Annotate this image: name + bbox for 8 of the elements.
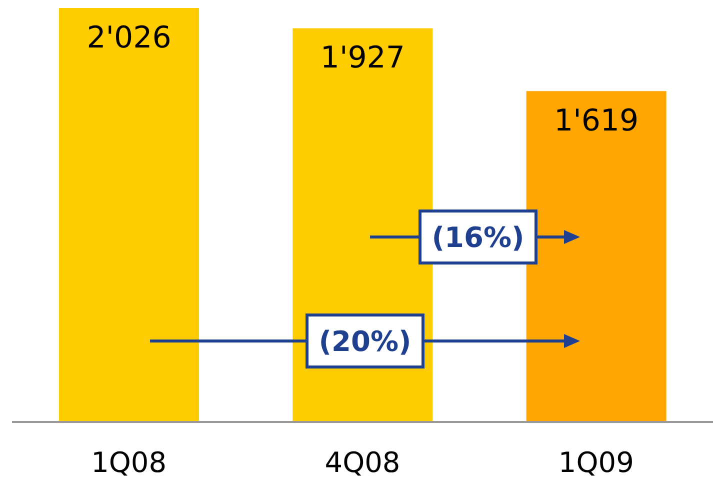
data-label: 2'026 xyxy=(86,20,172,56)
data-label: 1'927 xyxy=(320,40,405,76)
x-tick-label: 4Q08 xyxy=(324,446,400,479)
annotation: (16%) xyxy=(432,221,524,254)
data-label: 1'619 xyxy=(554,103,639,138)
annotation: (20%) xyxy=(318,325,412,358)
x-tick-label: 1Q09 xyxy=(558,446,634,479)
x-tick-label: 1Q08 xyxy=(91,446,167,479)
